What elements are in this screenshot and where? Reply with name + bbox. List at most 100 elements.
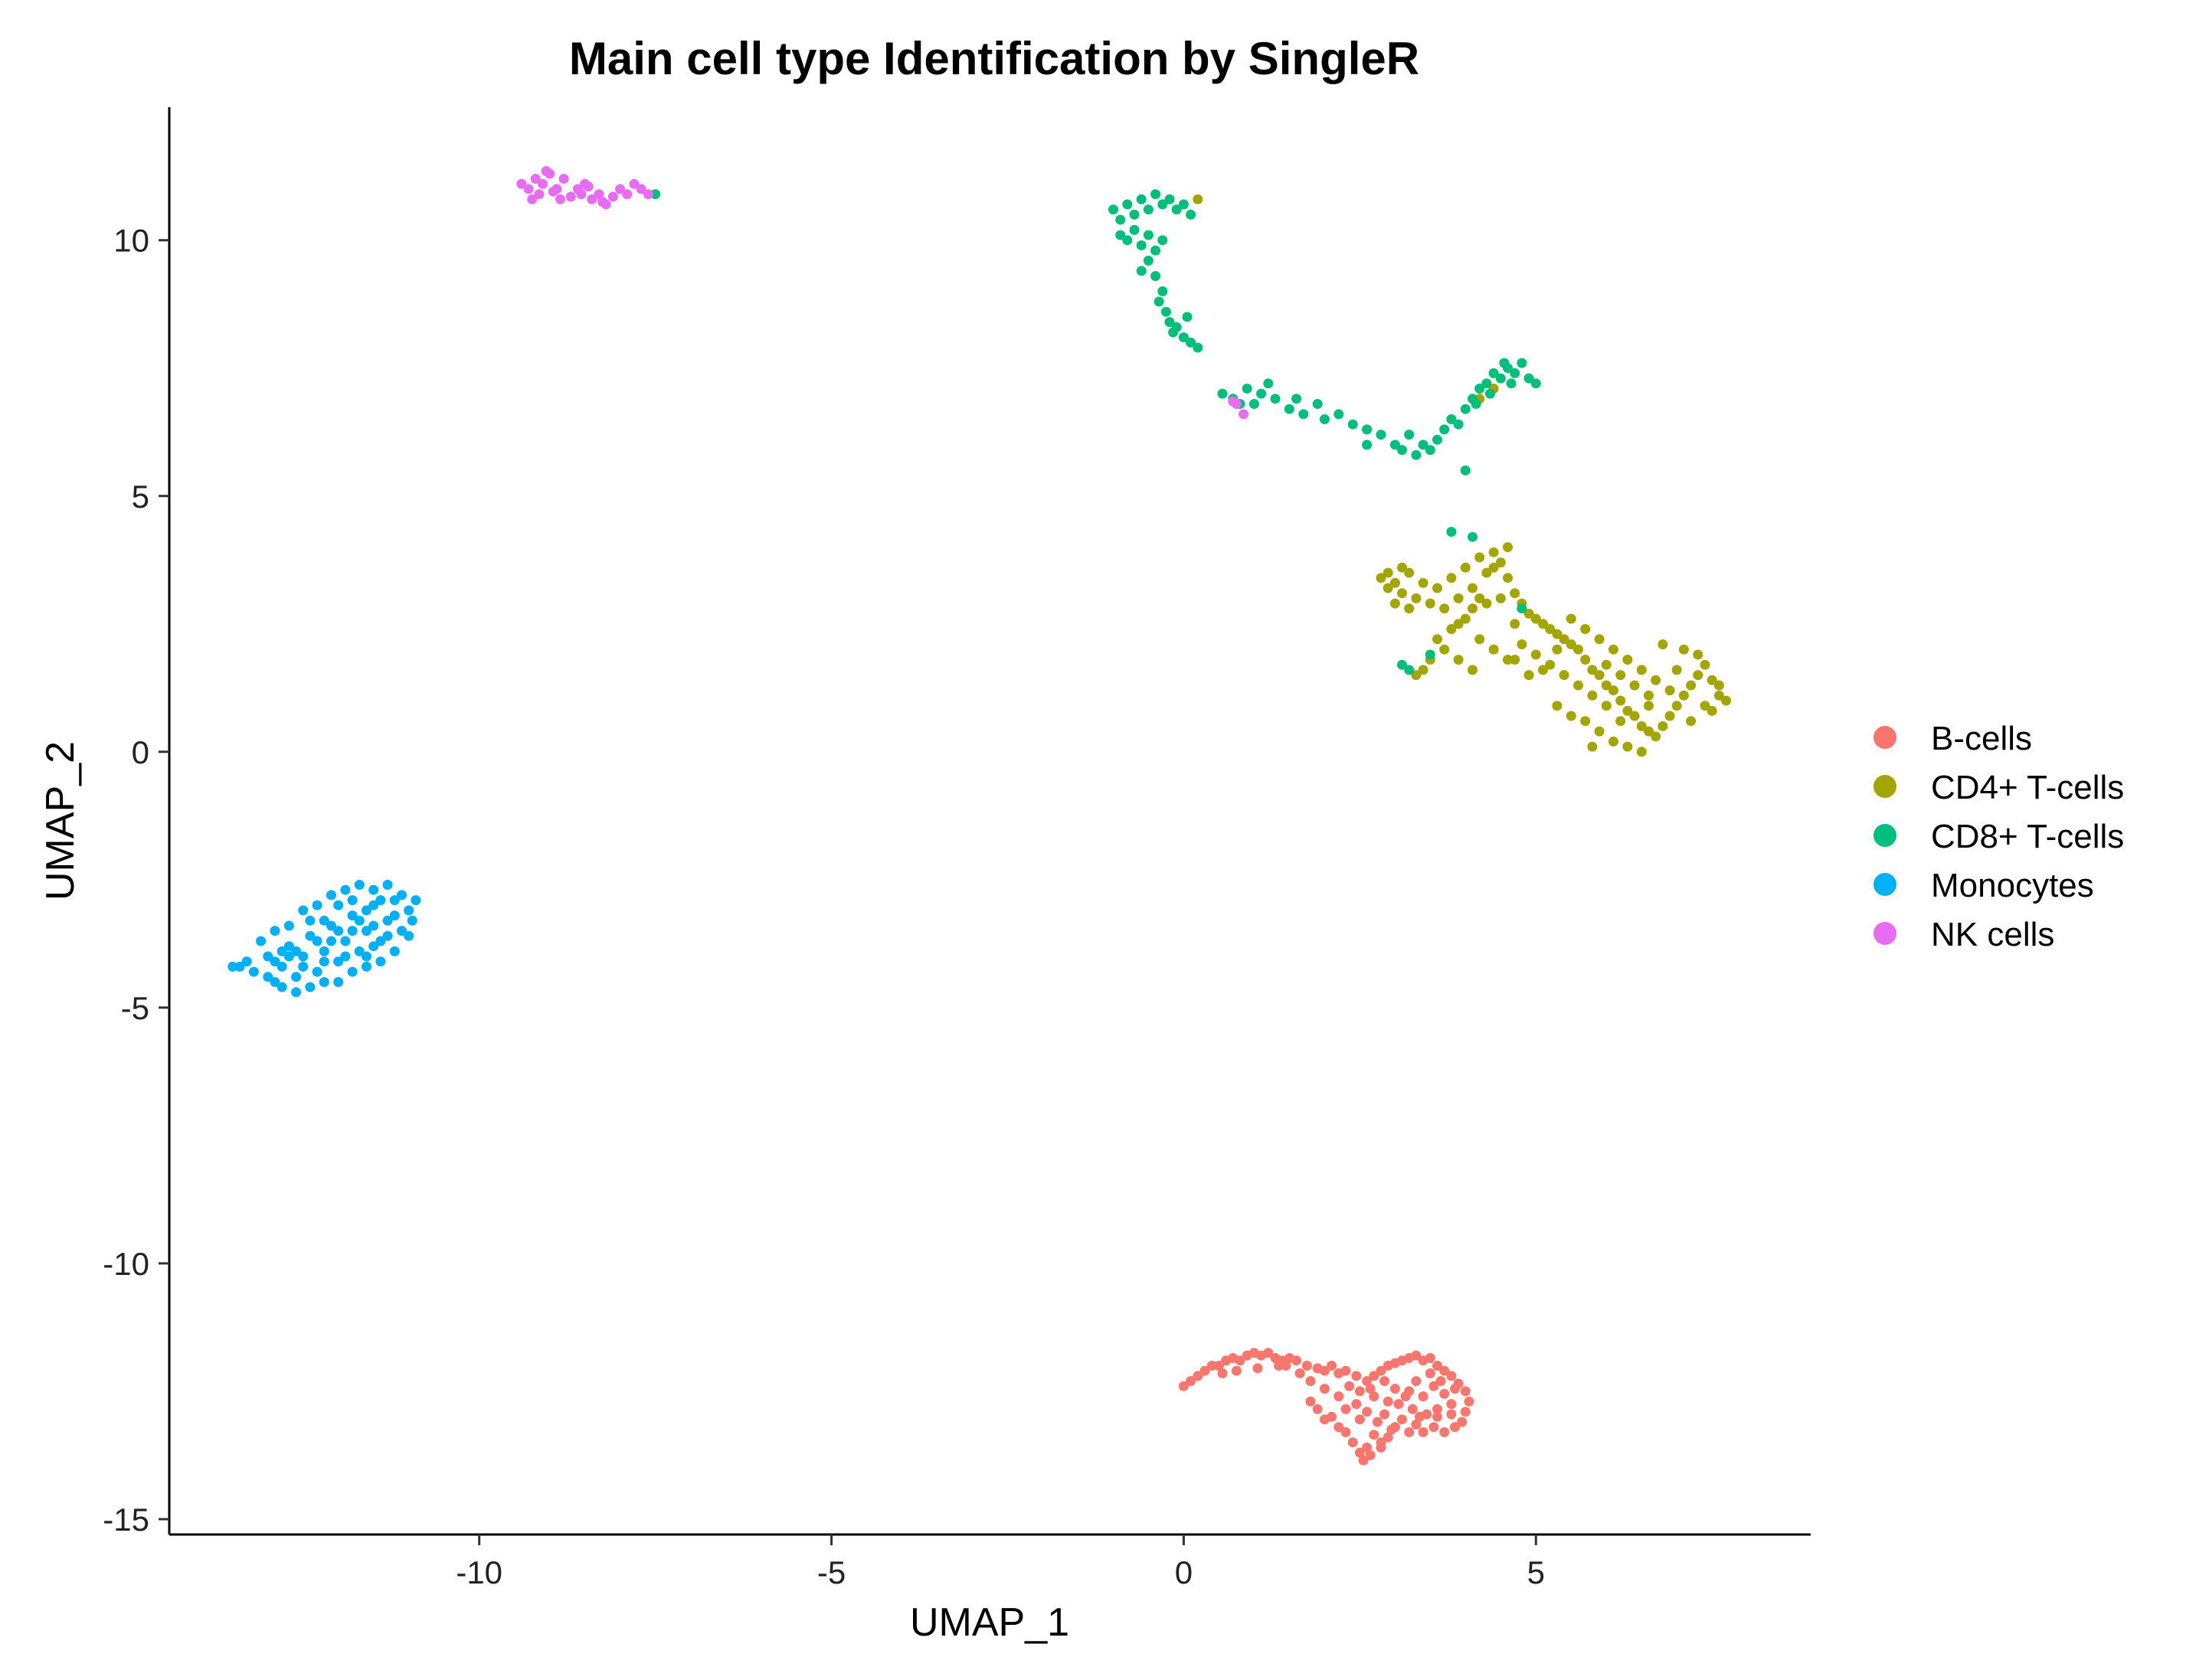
data-point [1587, 690, 1598, 701]
data-point [1636, 665, 1647, 675]
data-point [1552, 629, 1563, 639]
data-point [1678, 644, 1689, 655]
data-point [1481, 567, 1492, 578]
data-point [1157, 199, 1168, 210]
data-point [362, 951, 371, 962]
legend-key [1873, 775, 1896, 798]
data-point [1460, 1407, 1471, 1417]
data-point [1622, 705, 1633, 716]
data-point [555, 194, 565, 204]
data-point [1136, 266, 1147, 276]
data-point [389, 910, 400, 921]
data-point [1168, 327, 1179, 338]
data-point [1389, 440, 1400, 450]
data-point [375, 956, 386, 967]
data-point [1397, 562, 1407, 573]
data-point [277, 946, 287, 956]
data-point [382, 880, 393, 890]
data-point [1327, 1361, 1337, 1371]
data-point [305, 930, 316, 941]
data-point [1365, 1384, 1376, 1394]
data-point [1580, 716, 1591, 727]
data-point [1284, 404, 1294, 414]
data-point [1517, 358, 1527, 368]
data-point [1404, 603, 1415, 614]
data-point [1474, 384, 1485, 394]
data-point [1393, 1399, 1404, 1410]
data-point [354, 880, 365, 890]
data-point [534, 189, 545, 200]
data-point [1446, 1371, 1457, 1381]
data-point [362, 905, 371, 916]
data-point [333, 956, 344, 967]
data-point [1608, 685, 1618, 696]
data-point [1488, 644, 1499, 655]
data-point [1418, 577, 1428, 588]
x-tick-label: 5 [1527, 1554, 1545, 1590]
data-point [1411, 1376, 1422, 1387]
data-point [1334, 1422, 1344, 1433]
data-point [319, 977, 329, 987]
data-point [277, 961, 287, 972]
data-point [1615, 670, 1626, 681]
chart-title: Main cell type Identification by SingleR [569, 33, 1419, 84]
data-point [1340, 1427, 1351, 1437]
data-point [1340, 1404, 1351, 1414]
data-point [1305, 1376, 1316, 1387]
data-point [1347, 1437, 1358, 1448]
data-point [1530, 378, 1541, 389]
data-point [1354, 1386, 1365, 1397]
data-point [1495, 593, 1506, 603]
data-point [558, 174, 569, 184]
data-point [1644, 701, 1654, 711]
data-point [1178, 1381, 1189, 1391]
data-point [1193, 194, 1203, 204]
data-point [1404, 567, 1415, 578]
data-point [1379, 1376, 1390, 1387]
data-point [1601, 680, 1612, 691]
data-point [1629, 680, 1640, 691]
data-point [1481, 598, 1492, 609]
data-point [1157, 286, 1168, 296]
data-point [1671, 665, 1682, 675]
data-point [1488, 547, 1499, 557]
data-point [615, 184, 626, 194]
data-point [1358, 1455, 1369, 1466]
data-point [1450, 1422, 1460, 1433]
data-point [1693, 670, 1703, 681]
data-point [1594, 726, 1605, 737]
data-point [1678, 690, 1689, 701]
data-point [1693, 649, 1703, 660]
data-point [283, 951, 294, 962]
data-point [1439, 603, 1450, 614]
data-point [1270, 394, 1281, 404]
data-point [1136, 240, 1147, 250]
data-point [1407, 1404, 1418, 1414]
data-point [1376, 1365, 1386, 1376]
data-point [1636, 747, 1647, 757]
data-point [1369, 1430, 1379, 1440]
data-point [1460, 465, 1471, 476]
data-point [576, 189, 587, 200]
data-point [1566, 613, 1576, 624]
data-point [1446, 1409, 1457, 1420]
data-point [1418, 1427, 1428, 1437]
data-point [1439, 644, 1450, 655]
data-point [1686, 680, 1697, 691]
data-point [1657, 721, 1668, 731]
data-point [1523, 373, 1534, 384]
data-point [1213, 1361, 1224, 1371]
data-point [312, 966, 322, 977]
data-point [1129, 224, 1140, 235]
data-point [1432, 1411, 1442, 1422]
data-point [1164, 194, 1175, 204]
data-point [1425, 445, 1435, 456]
legend-label: B-cells [1931, 720, 2032, 757]
data-point [1587, 741, 1598, 752]
data-point [1713, 680, 1724, 691]
x-tick-label: 0 [1175, 1554, 1193, 1590]
data-point [404, 930, 414, 941]
data-point [1186, 337, 1196, 348]
y-tick-label: 10 [113, 223, 149, 259]
data-point [1400, 1391, 1411, 1402]
